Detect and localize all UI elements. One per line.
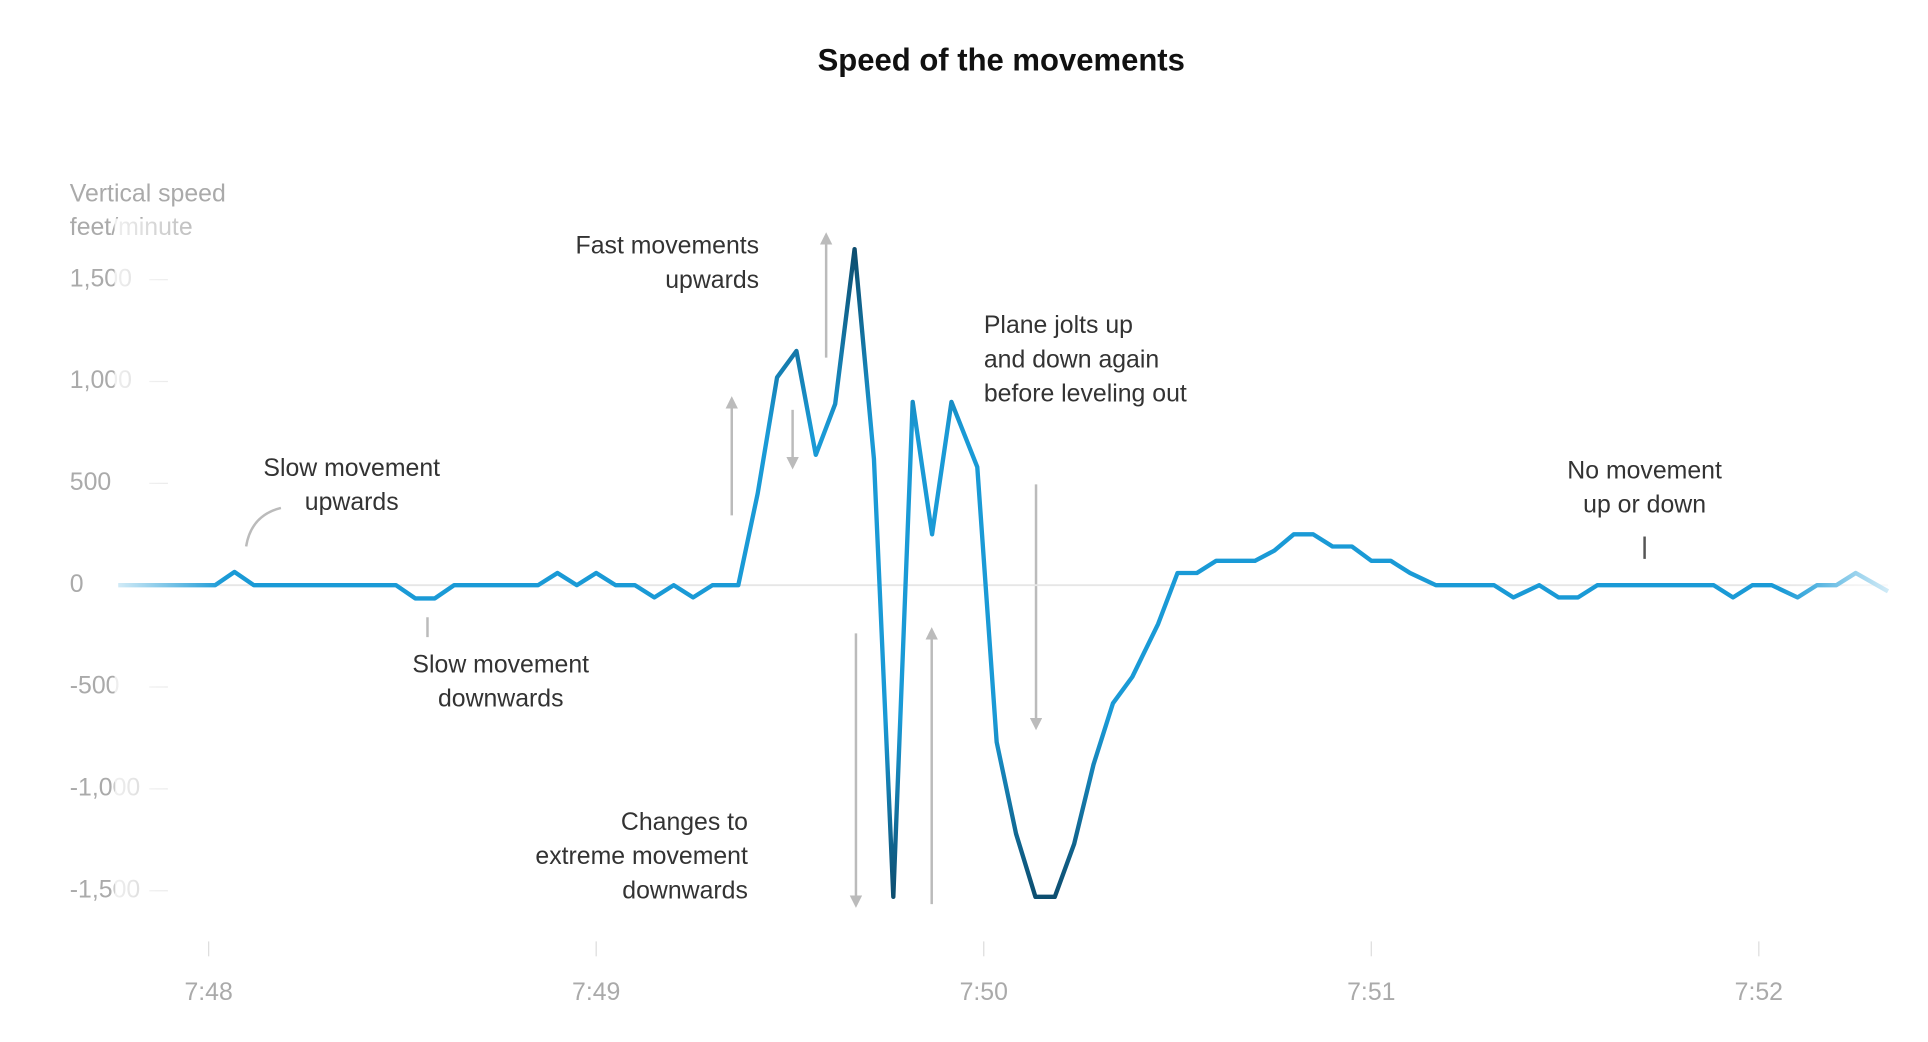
annotation: Plane jolts up — [984, 312, 1133, 339]
annotation: Fast movements — [576, 233, 760, 260]
chart-title: Speed of the movements — [818, 42, 1185, 77]
annotation: before leveling out — [984, 381, 1187, 408]
annotation: up or down — [1583, 492, 1706, 519]
x-tick-label: 7:49 — [572, 979, 620, 1006]
y-tick-label: 500 — [70, 469, 111, 496]
x-tick-label: 7:51 — [1347, 979, 1395, 1006]
annotation: downwards — [622, 877, 748, 904]
y-tick-label: 0 — [70, 571, 84, 598]
annotation: No movement — [1567, 458, 1722, 485]
y-tick-label: -500 — [70, 673, 120, 700]
x-tick-label: 7:52 — [1735, 979, 1783, 1006]
annotation: and down again — [984, 346, 1159, 373]
x-tick-label: 7:48 — [184, 979, 232, 1006]
annotation: upwards — [665, 267, 759, 294]
x-tick-label: 7:50 — [960, 979, 1008, 1006]
annotation: extreme movement — [535, 843, 748, 870]
edge-fade — [114, 218, 1892, 932]
annotation: Slow movement — [263, 455, 440, 482]
annotation: Slow movement — [412, 651, 589, 678]
annotation: Changes to — [621, 809, 748, 836]
y-axis-label: Vertical speed — [70, 181, 226, 208]
annotation: upwards — [305, 489, 399, 516]
annotation: downwards — [438, 685, 564, 712]
